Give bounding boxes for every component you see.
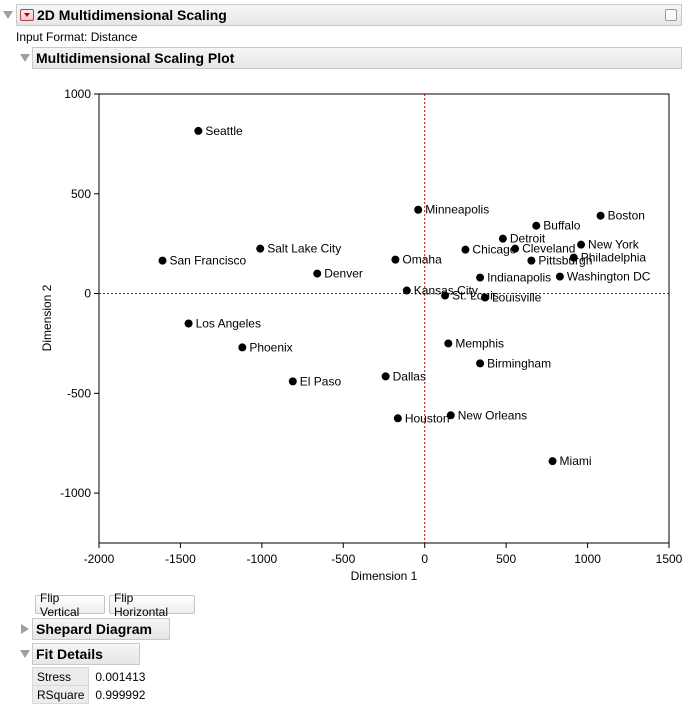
- fit-details-disclosure-icon[interactable]: [20, 650, 30, 658]
- data-point-label: Omaha: [402, 253, 442, 267]
- data-point-label: Houston: [405, 411, 450, 425]
- flip-horizontal-button[interactable]: Flip Horizontal: [109, 591, 195, 619]
- report-title: 2D Multidimensional Scaling: [37, 7, 227, 23]
- red-triangle-menu-icon[interactable]: [20, 9, 34, 21]
- x-tick-label: 1500: [656, 552, 683, 566]
- plot-frame: [98, 93, 670, 544]
- data-point-label: Dallas: [393, 369, 426, 383]
- data-point-label: Washington DC: [567, 270, 651, 284]
- data-point[interactable]: [480, 293, 489, 302]
- report-header: 2D Multidimensional Scaling: [16, 4, 682, 26]
- fit-details-title: Fit Details: [36, 646, 103, 662]
- data-point[interactable]: [569, 253, 578, 262]
- data-point[interactable]: [498, 234, 507, 243]
- data-point-label: New Orleans: [458, 408, 527, 422]
- shepard-header[interactable]: Shepard Diagram: [32, 618, 170, 640]
- data-point-label: Boston: [608, 209, 645, 223]
- x-tick-label: 500: [496, 552, 516, 566]
- y-axis-label: Dimension 2: [40, 284, 54, 351]
- fit-stat-label: Stress: [31, 667, 90, 686]
- data-point-label: Miami: [560, 454, 592, 468]
- data-point-label: New York: [588, 238, 640, 252]
- fit-stat-value: 0.999992: [95, 687, 146, 702]
- shepard-title: Shepard Diagram: [36, 621, 152, 637]
- x-tick-label: -1500: [165, 552, 196, 566]
- data-point[interactable]: [532, 221, 541, 230]
- plot-section-title: Multidimensional Scaling Plot: [36, 50, 235, 66]
- data-point-label: Buffalo: [543, 219, 580, 233]
- x-tick-label: -2000: [84, 552, 115, 566]
- fit-details-header[interactable]: Fit Details: [32, 643, 140, 665]
- x-tick-label: -500: [331, 552, 355, 566]
- data-point[interactable]: [313, 269, 322, 278]
- fit-stat-label: RSquare: [31, 685, 90, 704]
- data-point-label: Detroit: [510, 232, 546, 246]
- plot-disclosure-icon[interactable]: [20, 54, 30, 62]
- data-point[interactable]: [446, 411, 455, 420]
- y-tick-label: 0: [84, 287, 91, 301]
- flip-vertical-button[interactable]: Flip Vertical: [35, 591, 105, 619]
- y-tick-label: -1000: [60, 486, 91, 500]
- data-point[interactable]: [402, 286, 411, 295]
- data-point-label: Birmingham: [487, 356, 551, 370]
- data-point-label: Phoenix: [249, 340, 292, 354]
- x-tick-label: -1000: [247, 552, 278, 566]
- data-point[interactable]: [476, 359, 485, 368]
- data-point-label: Denver: [324, 267, 363, 281]
- data-point[interactable]: [414, 205, 423, 214]
- data-point[interactable]: [476, 273, 485, 282]
- data-point-label: Minneapolis: [425, 203, 489, 217]
- mds-scatter-plot: -2000 -1500 -1000 -500 0 500 1000 1500 1000 500 0 -…: [40, 87, 683, 583]
- data-point[interactable]: [184, 319, 193, 328]
- data-point[interactable]: [238, 343, 247, 352]
- data-point[interactable]: [511, 244, 520, 253]
- data-point[interactable]: [444, 339, 453, 348]
- y-tick-label: 1000: [64, 87, 91, 101]
- data-point-label: Salt Lake City: [267, 242, 341, 256]
- x-tick-label: 1000: [574, 552, 601, 566]
- data-point-label: Pittsburgh: [538, 254, 592, 268]
- data-point-label: Kansas City: [414, 284, 478, 298]
- data-point[interactable]: [527, 256, 536, 265]
- data-point[interactable]: [194, 126, 203, 135]
- data-point[interactable]: [441, 291, 450, 300]
- data-point-label: Indianapolis: [487, 271, 551, 285]
- data-point[interactable]: [577, 240, 586, 249]
- data-point-label: Louisville: [492, 291, 542, 305]
- data-point[interactable]: [288, 377, 297, 386]
- data-point[interactable]: [393, 414, 402, 423]
- data-point[interactable]: [391, 255, 400, 264]
- x-axis-label: Dimension 1: [351, 569, 418, 583]
- data-point-label: El Paso: [300, 374, 342, 388]
- data-point[interactable]: [461, 245, 470, 254]
- y-tick-label: -500: [67, 386, 91, 400]
- data-point[interactable]: [548, 457, 557, 466]
- window-restore-icon[interactable]: [665, 9, 677, 21]
- report-disclosure-icon[interactable]: [3, 11, 13, 19]
- data-point[interactable]: [158, 256, 167, 265]
- table-row: Stress 0.001413: [31, 667, 150, 686]
- data-point-label: San Francisco: [170, 254, 247, 268]
- data-point-label: Seattle: [205, 124, 243, 138]
- shepard-disclosure-icon[interactable]: [21, 624, 29, 634]
- x-tick-label: 0: [421, 552, 428, 566]
- fit-stat-value: 0.001413: [95, 669, 146, 684]
- data-point[interactable]: [555, 272, 564, 281]
- table-row: RSquare 0.999992: [31, 685, 150, 704]
- data-point-label: Cleveland: [522, 242, 575, 256]
- data-point-label: Los Angeles: [196, 316, 261, 330]
- y-tick-label: 500: [71, 187, 91, 201]
- data-point[interactable]: [256, 244, 265, 253]
- fit-details-table: Stress 0.001413 RSquare 0.999992: [31, 667, 150, 704]
- data-point-label: Memphis: [455, 336, 504, 350]
- data-point-label: Chicago: [472, 243, 516, 257]
- input-format-label: Input Format: Distance: [16, 30, 138, 44]
- data-point[interactable]: [596, 211, 605, 220]
- data-point[interactable]: [381, 372, 390, 381]
- data-point-label: Philadelphia: [581, 251, 647, 265]
- plot-section-header: Multidimensional Scaling Plot: [32, 47, 682, 69]
